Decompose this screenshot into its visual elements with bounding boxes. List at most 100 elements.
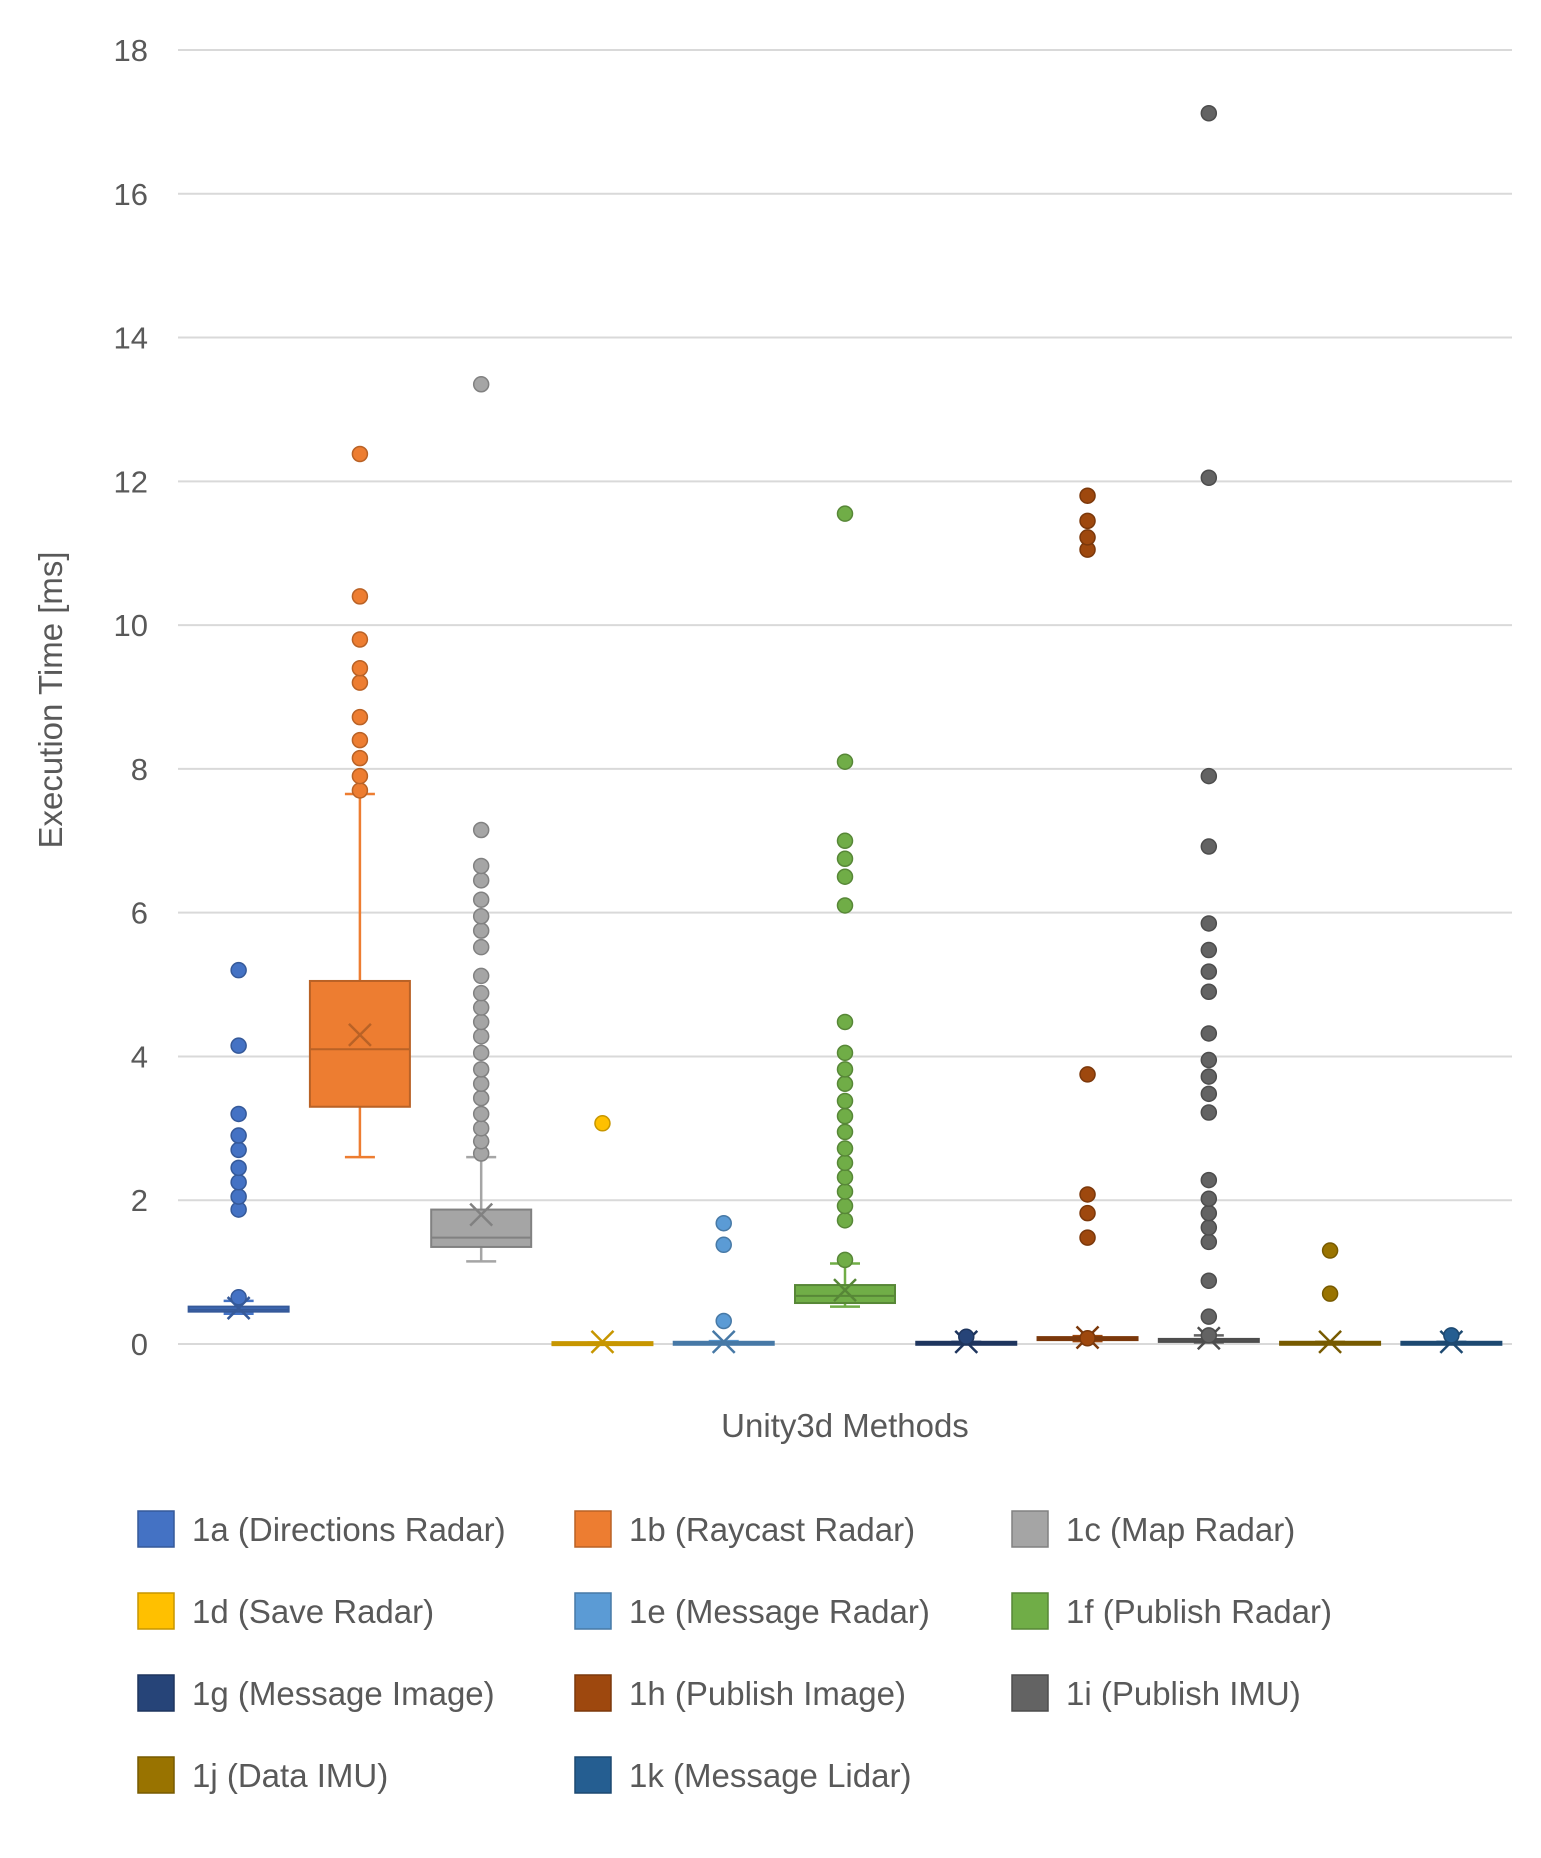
- outlier-point: [836, 1061, 854, 1078]
- outlier-point: [472, 857, 490, 875]
- outlier-point: [230, 1127, 247, 1144]
- outlier-point: [836, 505, 854, 522]
- legend-swatch: [574, 1674, 612, 1712]
- legend: 1a (Directions Radar) 1b (Raycast Radar) 1…: [137, 1510, 1332, 1794]
- outlier-point: [1200, 963, 1218, 980]
- outlier-point: [1200, 941, 1218, 959]
- box-series: [1400, 1327, 1503, 1354]
- box-series: [187, 961, 290, 1320]
- legend-swatch: [137, 1674, 175, 1712]
- outlier-point: [1200, 1051, 1218, 1069]
- mean-marker: [348, 1022, 372, 1047]
- outlier-point: [472, 1061, 490, 1078]
- legend-item: 1h (Publish Image): [574, 1674, 906, 1712]
- legend-item: 1c (Map Radar): [1011, 1510, 1295, 1548]
- outlier-point: [1321, 1242, 1339, 1259]
- box-series: [915, 1328, 1018, 1354]
- legend-swatch: [137, 1756, 175, 1794]
- outlier-point: [351, 588, 369, 605]
- outlier-point: [351, 674, 369, 691]
- legend-swatch: [137, 1592, 175, 1630]
- legend-item: 1f (Publish Radar): [1011, 1592, 1332, 1630]
- outlier-point: [836, 753, 854, 770]
- legend-label: 1a (Directions Radar): [192, 1511, 506, 1548]
- outlier-point: [1200, 1327, 1218, 1344]
- outlier-point: [351, 708, 369, 726]
- legend-label: 1e (Message Radar): [629, 1593, 930, 1630]
- outlier-point: [836, 868, 854, 885]
- outlier-point: [230, 961, 247, 979]
- x-axis-title: Unity3d Methods: [721, 1407, 969, 1444]
- outlier-point: [230, 1289, 247, 1306]
- outlier-point: [1079, 1066, 1096, 1083]
- box-iqr: [308, 979, 411, 1108]
- outlier-point: [351, 631, 369, 648]
- outlier-point: [230, 1188, 247, 1205]
- outlier-point: [836, 1075, 854, 1093]
- outlier-point: [715, 1236, 732, 1254]
- box-series: [672, 1214, 775, 1354]
- outlier-point: [836, 850, 854, 867]
- outlier-point: [472, 376, 490, 393]
- legend-item: 1g (Message Image): [137, 1674, 495, 1712]
- legend-item: 1i (Publish IMU): [1011, 1674, 1301, 1712]
- y-tick-label: 0: [131, 1327, 148, 1362]
- outlier-point: [1200, 469, 1218, 486]
- outlier-point: [836, 1107, 854, 1125]
- y-tick-label: 18: [114, 33, 148, 68]
- outlier-point: [1200, 1308, 1218, 1325]
- box-series: [551, 1115, 654, 1354]
- outlier-point: [836, 1168, 854, 1186]
- outlier-point: [1200, 1219, 1218, 1236]
- outlier-point: [836, 1154, 854, 1172]
- outlier-point: [1200, 915, 1218, 932]
- legend-swatch: [137, 1510, 175, 1548]
- y-axis-ticks: 0 2 4 6 8 10 12 14 16 18: [114, 33, 148, 1362]
- legend-label: 1j (Data IMU): [192, 1757, 388, 1794]
- outlier-point: [715, 1214, 732, 1232]
- outlier-point: [1200, 767, 1218, 785]
- outlier-point: [836, 1197, 854, 1215]
- outlier-point: [836, 1251, 854, 1269]
- outlier-point: [1200, 1190, 1218, 1208]
- outlier-point: [1079, 512, 1096, 530]
- outlier-point: [351, 445, 369, 463]
- legend-label: 1b (Raycast Radar): [629, 1511, 915, 1548]
- y-tick-label: 10: [114, 608, 148, 643]
- outlier-point: [958, 1328, 975, 1346]
- outlier-point: [472, 967, 490, 985]
- outlier-point: [594, 1115, 611, 1132]
- outlier-point: [351, 782, 369, 799]
- y-tick-label: 4: [131, 1039, 148, 1074]
- outlier-point: [1079, 1186, 1096, 1203]
- legend-item: 1e (Message Radar): [574, 1592, 930, 1630]
- box-series: [1279, 1242, 1382, 1354]
- outlier-point: [472, 1120, 490, 1137]
- outlier-point: [472, 1028, 490, 1045]
- y-axis-title: Execution Time [ms]: [32, 551, 69, 848]
- outlier-point: [472, 1013, 490, 1031]
- outlier-point: [1200, 1233, 1218, 1251]
- outlier-point: [351, 767, 369, 785]
- y-tick-label: 2: [131, 1183, 148, 1218]
- outlier-point: [472, 1044, 490, 1062]
- outlier-point: [472, 1105, 490, 1123]
- legend-item: 1b (Raycast Radar): [574, 1510, 915, 1548]
- mean-marker: [590, 1329, 615, 1354]
- box-series: [1036, 487, 1139, 1350]
- y-tick-label: 16: [114, 177, 148, 212]
- outlier-point: [1200, 1085, 1218, 1103]
- box-series: [794, 505, 896, 1308]
- outlier-point: [1200, 983, 1218, 1000]
- y-tick-label: 12: [114, 464, 148, 499]
- outlier-point: [836, 832, 854, 850]
- outlier-point: [1079, 529, 1096, 546]
- outlier-point: [472, 938, 490, 956]
- outlier-point: [472, 891, 490, 908]
- outlier-point: [472, 1075, 490, 1093]
- outlier-point: [472, 922, 490, 939]
- outlier-point: [1200, 1104, 1218, 1121]
- outlier-point: [1200, 1025, 1218, 1042]
- outlier-point: [715, 1312, 732, 1330]
- outlier-point: [836, 1044, 854, 1062]
